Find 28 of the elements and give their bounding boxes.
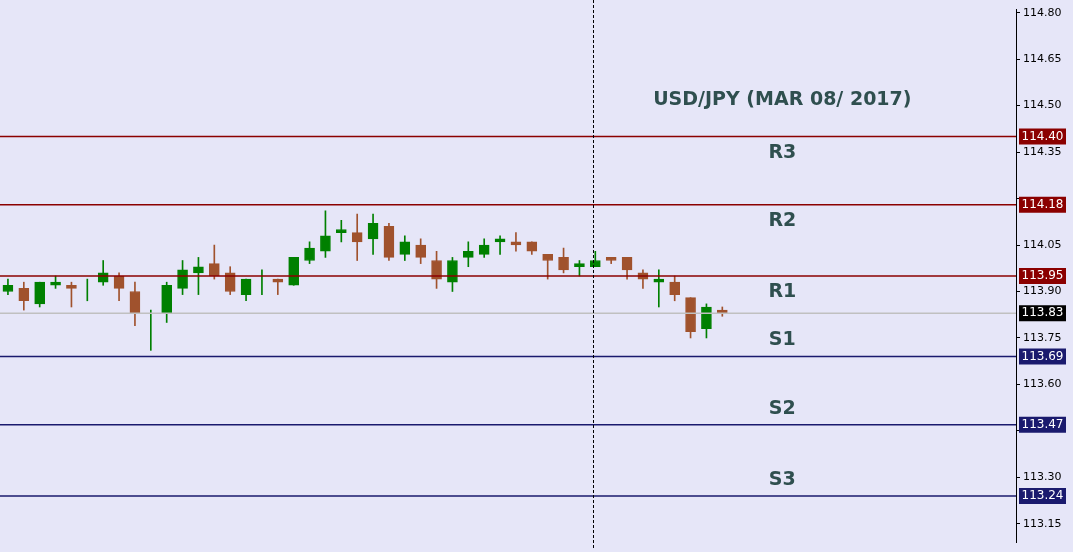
y-tick-label: 113.30: [1023, 470, 1062, 484]
text: USD/JPY (MAR 08/ 2017): [653, 87, 912, 110]
ref-line-label: R2: [768, 207, 797, 230]
y-tick-label: 114.80: [1023, 5, 1062, 19]
text: 114.18: [1021, 196, 1064, 211]
text: 113.47: [1021, 416, 1064, 431]
candlestick: [494, 235, 506, 255]
text: 113.24: [1021, 488, 1064, 503]
y-tick-label: 113.75: [1023, 330, 1062, 344]
text: 114.40: [1021, 128, 1064, 143]
ref-line-label: R3: [768, 139, 797, 162]
candlestick: [653, 269, 665, 308]
ref-line-label: S3: [768, 466, 796, 489]
y-tick-label: 113.60: [1023, 377, 1062, 391]
y-tick-label: 114.50: [1023, 98, 1062, 112]
y-tick-label: 113.90: [1023, 284, 1062, 298]
candlestick: [335, 219, 347, 243]
ref-line-label: S2: [768, 395, 796, 418]
y-tick-label: 113.15: [1023, 516, 1062, 530]
y-tick-label: 114.35: [1023, 144, 1062, 158]
text: 113.69: [1021, 348, 1064, 363]
text: 113.95: [1021, 268, 1064, 283]
ref-line-label: S1: [768, 327, 796, 350]
ref-line-label: R1: [768, 278, 797, 301]
y-tick-label: 114.65: [1023, 52, 1062, 66]
text: 113.83: [1021, 305, 1064, 320]
y-tick-label: 114.05: [1023, 237, 1062, 251]
candlestick: [351, 213, 363, 261]
